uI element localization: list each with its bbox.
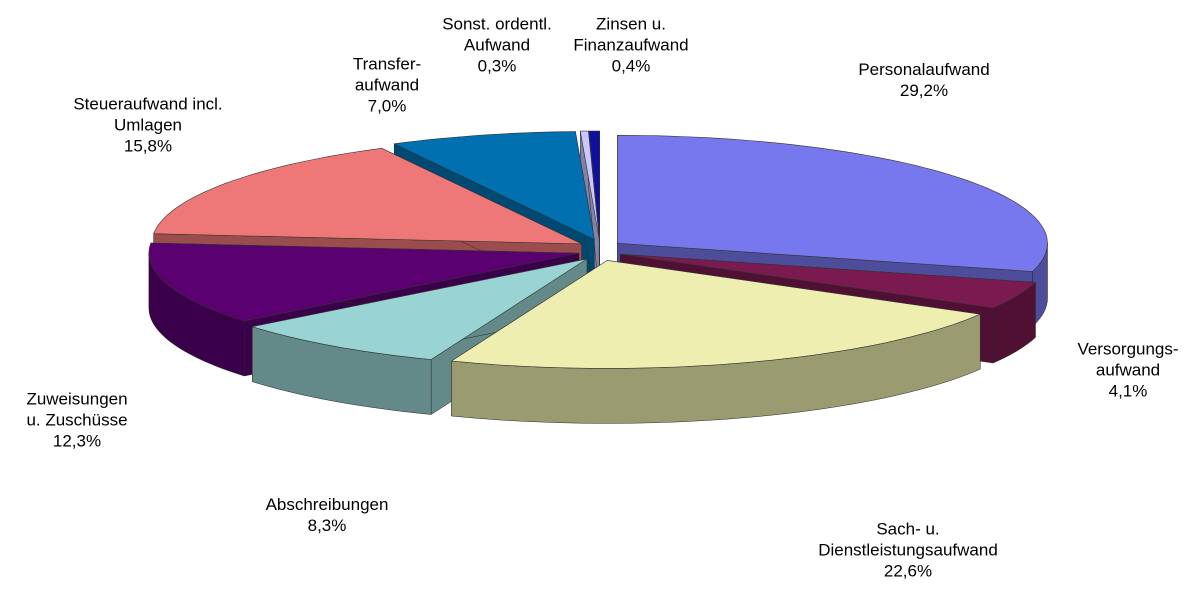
slice [588,130,600,240]
value-label: 22,6% [883,561,933,581]
value-label: 0,4% [611,56,651,76]
slice-label: Steueraufwand incl. Umlagen 15,8% [73,94,222,157]
value-label: 8,3% [307,516,347,535]
slice [450,260,982,369]
slice-label: Zuweisungen u. Zuschüsse 12,3% [26,389,127,452]
slice-label: Zinsen u. Finanzaufwand 0,4% [573,14,688,77]
slice [148,242,579,322]
slice [252,258,588,360]
category-name: Transfer- aufwand [352,54,422,95]
slice [620,253,1037,309]
slice-side-shade [993,282,1036,363]
value-label: 4,1% [1108,381,1148,401]
slice-label: Personalaufwand 29,2% [858,59,989,101]
value-label: 12,3% [52,431,102,451]
slice [579,130,600,240]
value-label: 0,3% [477,56,517,76]
category-name: Sonst. ordentl. Aufwand [442,14,552,55]
slice-side-shade [1032,243,1048,327]
slice-label: Sonst. ordentl. Aufwand 0,3% [442,14,552,77]
category-name: Versorgungs- aufwand [1077,339,1179,380]
slice [617,134,1048,272]
slice [393,131,595,240]
slice-label: Versorgungs- aufwand 4,1% [1077,339,1178,402]
value-label: 15,8% [123,136,173,156]
category-name: Zuweisungen u. Zuschüsse [26,389,128,430]
category-name: Steueraufwand incl. Umlagen [73,94,223,135]
value-label: 7,0% [367,96,407,116]
value-label: 29,2% [899,81,949,100]
slice-label: Transfer- aufwand 7,0% [353,54,421,117]
slice-label: Abschreibungen 8,3% [266,494,389,536]
category-name: Abschreibungen [265,495,389,514]
category-name: Zinsen u. Finanzaufwand [573,14,689,55]
category-name: Personalaufwand [858,60,990,79]
slice-label: Sach- u. Dienstleistungsaufwand 22,6% [818,519,998,582]
slice-side-shade [148,253,245,376]
slice-side-shade [451,314,981,424]
slice [153,147,582,245]
category-name: Sach- u. Dienstleistungsaufwand [818,519,998,560]
slice-side-shade [252,326,432,415]
